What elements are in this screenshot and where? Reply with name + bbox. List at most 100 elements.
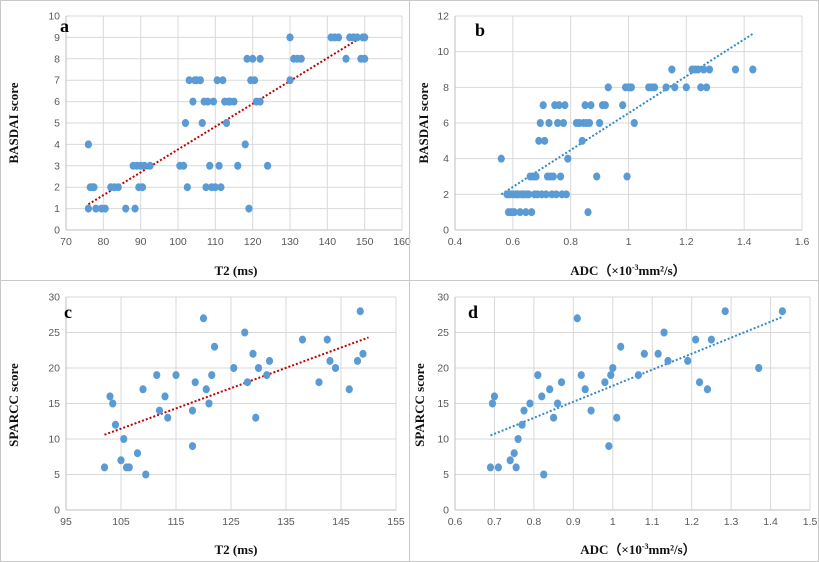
panel-a-data-point: [217, 183, 225, 192]
panel-d-data-point: [617, 342, 625, 351]
panel-a-data-point: [146, 161, 154, 170]
panel-d-data-point: [573, 314, 581, 323]
panel-c-data-point: [359, 349, 367, 358]
panel-b-data-point: [627, 83, 635, 92]
panel-d-data-point: [494, 463, 502, 472]
panel-b-x-tick-label: 0.8: [563, 236, 578, 248]
panel-c-data-point: [298, 335, 307, 344]
panel-a-data-point: [286, 33, 294, 42]
panel-d-data-point: [707, 335, 715, 344]
panel-c-data-point: [265, 356, 274, 365]
panel-b-data-point: [585, 119, 594, 127]
panel-b-data-point: [559, 119, 568, 127]
panel-b-data-point: [705, 65, 714, 74]
panel-b-x-tick-label: 0.4: [448, 236, 463, 248]
panel-a-data-point: [286, 76, 294, 85]
panel-d-data-point: [520, 406, 528, 415]
panel-b-x-axis-title-end: mm²/s）: [639, 263, 686, 278]
panel-a-data-point: [241, 140, 249, 149]
panel-c-data-point: [117, 456, 125, 465]
panel-a-data-point: [334, 33, 343, 42]
panel-b-data-point: [516, 208, 524, 217]
panel-b-data-point: [601, 101, 609, 110]
panel-a-data-point: [185, 76, 193, 85]
panel-b-data-point: [682, 83, 690, 92]
panel-b-data-point: [510, 208, 518, 217]
panel-b-x-axis-title-sup: -3: [632, 263, 639, 272]
panel-b-grid: [454, 15, 803, 231]
panel-b-data-point: [541, 136, 549, 145]
panel-a-x-tick-label: 130: [281, 236, 299, 248]
panel-d-data-point: [553, 399, 562, 408]
panel-b-data-point: [587, 101, 595, 110]
panel-b-x-axis-title-start: ADC（×10: [570, 263, 632, 278]
panel-c-data-point: [155, 406, 164, 415]
panel-a-data-point: [256, 54, 264, 63]
panel-c-data-point: [243, 378, 252, 387]
panel-a-data-point: [222, 119, 231, 127]
panel-c-data-point: [210, 342, 219, 351]
panel-d-data-point: [613, 413, 621, 422]
panel-b-data-point: [731, 65, 740, 74]
panel-c-y-tick-label: 30: [48, 292, 60, 304]
panel-d-data-point: [634, 371, 643, 380]
panel-d-x-tick-label: 0.9: [566, 516, 581, 528]
panel-a-data-point: [249, 54, 257, 63]
panel-d-y-tick-label: 20: [437, 363, 449, 375]
panel-c-data-point: [208, 371, 216, 380]
panel-a-grid: [65, 15, 403, 231]
panel-b-border: [409, 0, 819, 281]
panel-a-y-axis-title: BASDAI score: [6, 82, 21, 163]
panel-c-data-point: [205, 399, 213, 408]
panel-c-x-tick-label: 105: [112, 516, 130, 528]
panel-c-data-point: [315, 378, 323, 387]
panel-c-y-tick-label: 20: [48, 363, 60, 375]
panel-c-data-point: [100, 463, 109, 472]
panel-b-data-point: [562, 190, 570, 199]
panel-d-data-point: [581, 385, 589, 394]
panel-b-data-point: [595, 119, 604, 127]
panel-c-trendline-group: [104, 336, 369, 436]
panel-b-data-point: [545, 119, 553, 127]
panel-c-data-point: [188, 442, 197, 451]
panel-d-data-point: [684, 356, 692, 365]
panel-a-label: a: [60, 16, 69, 36]
panel-b-data-point: [555, 101, 563, 110]
panel-d-data-point: [660, 328, 668, 337]
panel-a-x-tick-label: 70: [60, 236, 72, 248]
panel-a-data-point: [361, 33, 369, 42]
panel-c-data-point: [153, 371, 161, 380]
panel-a-y-tick-label: 8: [54, 53, 60, 65]
panel-b-data-point: [522, 208, 530, 217]
panel-d-data-point: [488, 399, 497, 408]
panel-d-data-point: [486, 463, 495, 472]
panel-d-data-point: [609, 364, 617, 372]
panel-a-data-point: [230, 97, 238, 106]
panel-a-data-point: [204, 97, 212, 106]
panel-c-points: [100, 307, 367, 479]
panel-b-data-point: [497, 154, 505, 163]
panel-d-x-tick-label: 1.2: [684, 516, 699, 528]
panel-d-data-point: [512, 463, 520, 472]
panel-d-data-point: [601, 378, 609, 387]
panel-a-y-tick-label: 0: [54, 225, 60, 237]
panel-c-data-point: [326, 356, 334, 365]
panel-a-x-tick-label: 110: [207, 236, 224, 248]
panel-a-x-axis-title: T2 (ms): [215, 263, 258, 278]
panel-d-y-tick-label: 25: [437, 327, 449, 339]
panel-a-data-point: [114, 183, 122, 192]
panel-b-data-point: [542, 190, 550, 199]
panel-c-y-tick-label: 5: [54, 469, 60, 481]
panel-b-data-point: [549, 172, 557, 181]
panel-b-data-point: [623, 172, 631, 181]
panel-b-data-point: [581, 101, 589, 110]
panel-c-data-point: [263, 371, 271, 380]
panel-b-data-point: [619, 101, 627, 110]
panel-c-data-point: [142, 470, 150, 479]
panel-d-x-tick-label: 1.3: [724, 516, 739, 528]
panel-c-data-point: [345, 385, 353, 394]
panel-a-data-point: [297, 54, 305, 63]
panel-a-y-tick-label: 3: [54, 160, 60, 172]
panel-d-x-tick-label: 0.7: [487, 516, 502, 528]
panel-d-data-point: [664, 356, 672, 365]
